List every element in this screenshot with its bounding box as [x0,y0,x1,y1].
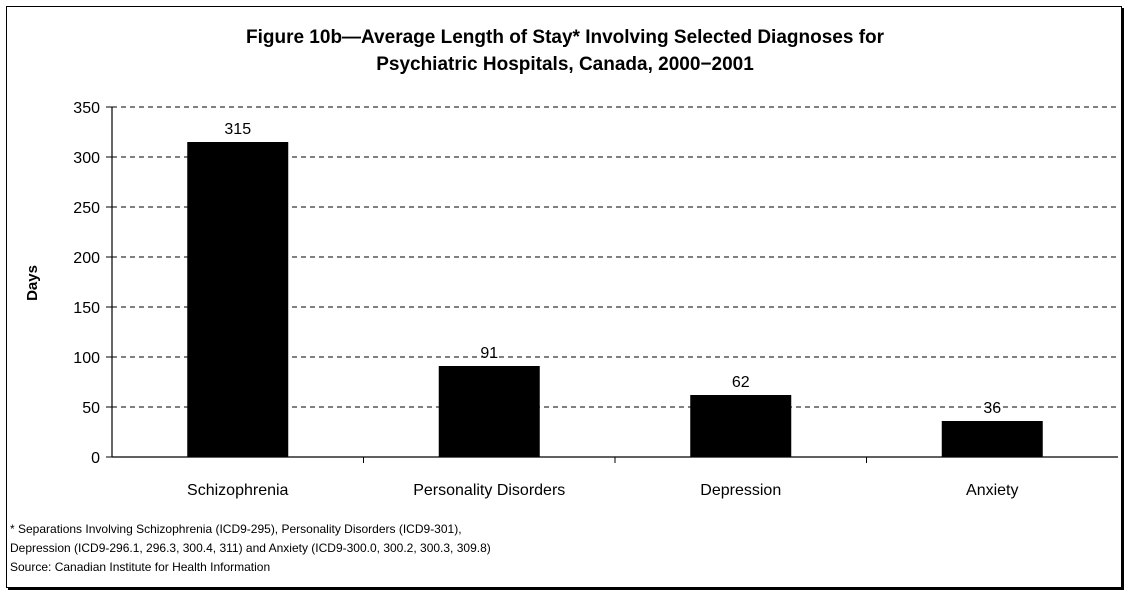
y-axis-label: Days [24,265,41,301]
x-tick-labels: Schizophrenia Personality Disorders Depres… [187,482,1018,499]
x-tick-label: Schizophrenia [187,482,289,499]
data-labels: 315 91 62 36 [224,121,1001,417]
y-tick-label: 150 [73,300,100,317]
bar-personality-disorders [438,366,540,457]
x-tick-label: Personality Disorders [413,482,565,499]
data-label: 91 [480,345,498,362]
y-tick-label: 50 [82,400,100,417]
bar-anxiety [941,421,1043,457]
chart-title-line-2: Psychiatric Hospitals, Canada, 2000−2001 [376,54,754,75]
bar-schizophrenia [187,142,289,457]
footnotes: * Separations Involving Schizophrenia (I… [10,520,491,577]
x-tick-label: Anxiety [966,482,1018,499]
chart-title-line-1: Figure 10b—Average Length of Stay* Invol… [245,27,885,48]
gridlines [112,106,1118,408]
footnote-line-2: Depression (ICD9-296.1, 296.3, 300.4, 31… [10,541,491,555]
data-label: 315 [224,121,251,138]
bars [187,142,1043,457]
footnote-line-1: * Separations Involving Schizophrenia (I… [10,522,462,536]
bar-chart: 0 50 100 150 200 250 300 350 315 91 62 36 Schizoph… [24,100,1118,499]
y-tick-label: 300 [73,150,100,167]
y-tick-label: 0 [91,450,100,467]
y-tick-label: 100 [73,350,100,367]
y-tick-label: 350 [73,100,100,117]
x-tick-label: Depression [700,482,781,499]
data-label: 36 [983,400,1001,417]
y-tick-label: 250 [73,200,100,217]
source-note: Source: Canadian Institute for Health In… [10,560,271,574]
data-label: 62 [732,374,750,391]
y-tick-label: 200 [73,250,100,267]
bar-depression [690,395,792,457]
y-ticks: 0 50 100 150 200 250 300 350 [73,100,112,467]
chart-title: Figure 10b—Average Length of Stay* Invol… [0,24,1130,78]
